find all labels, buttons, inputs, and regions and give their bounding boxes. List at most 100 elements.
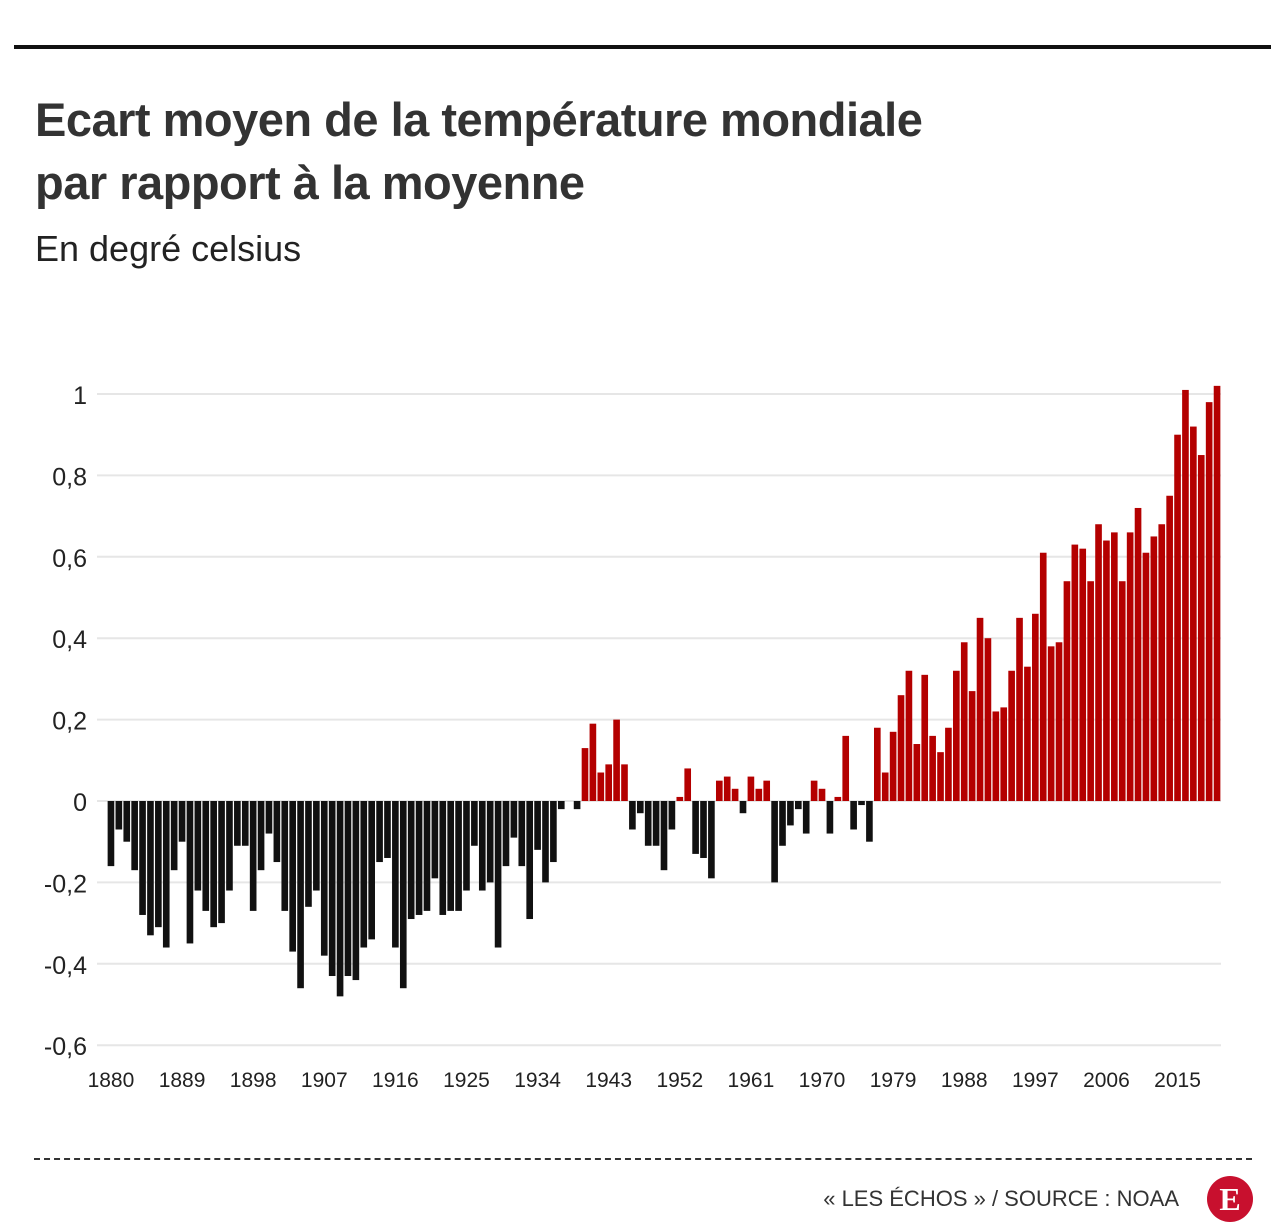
bar (376, 801, 383, 863)
bar (155, 801, 162, 928)
bar (273, 801, 281, 863)
les-echos-logo-icon: E (1207, 1176, 1253, 1222)
bar (1182, 389, 1189, 801)
bar (139, 801, 146, 915)
bar (613, 719, 620, 801)
bar (779, 801, 786, 846)
bar (170, 801, 178, 871)
x-tick-label: 1979 (870, 1069, 917, 1092)
bar (1103, 540, 1110, 801)
chart-title-line1: Ecart moyen de la température mondiale (35, 93, 923, 146)
bar (234, 801, 241, 846)
bar (313, 801, 320, 891)
bar (147, 801, 154, 936)
bar (684, 768, 692, 801)
bar (787, 801, 794, 826)
chart-title: Ecart moyen de la température mondiale pa… (35, 88, 1215, 214)
x-tick-label: 1925 (443, 1069, 490, 1092)
bar (700, 801, 707, 858)
bar (818, 788, 826, 801)
chart-title-line2: par rapport à la moyenne (35, 156, 585, 209)
bar (676, 796, 684, 801)
bar (289, 801, 296, 952)
bar (629, 801, 636, 830)
bar (905, 670, 913, 801)
y-tick-label: 0,2 (52, 708, 87, 736)
bar (968, 691, 976, 801)
bar (526, 801, 534, 920)
bar (794, 801, 802, 810)
bar (621, 764, 628, 801)
bar (866, 801, 873, 842)
bar (1166, 495, 1173, 801)
bar (708, 801, 715, 879)
bar (644, 801, 652, 846)
bar (1142, 552, 1150, 801)
bar (692, 801, 699, 854)
bar (1071, 544, 1079, 801)
bar (463, 801, 470, 891)
bar (486, 801, 494, 883)
bar (360, 801, 368, 948)
bar (802, 801, 810, 834)
bar (392, 801, 399, 948)
bar (731, 788, 739, 801)
bar (502, 801, 510, 867)
chart-subtitle: En degré celsius (35, 228, 302, 269)
bar (589, 723, 597, 801)
bar (281, 801, 289, 911)
bar (1008, 670, 1015, 801)
bar (1158, 524, 1166, 801)
bar (344, 801, 352, 977)
bar (218, 801, 225, 924)
bar (447, 801, 454, 911)
bar (131, 801, 138, 871)
bar (1032, 613, 1039, 801)
bar (1126, 532, 1134, 801)
bar (455, 801, 462, 911)
y-tick-label: -0,6 (44, 1033, 87, 1061)
x-tick-label: 1988 (941, 1069, 988, 1092)
bar (881, 772, 889, 801)
bar (1039, 552, 1047, 801)
x-tick-label: 1943 (585, 1069, 632, 1092)
bar (439, 801, 447, 915)
bar (605, 764, 613, 801)
x-tick-label: 1907 (301, 1069, 348, 1092)
bar (921, 674, 929, 801)
bar (1213, 385, 1221, 801)
y-tick-label: -0,4 (44, 952, 87, 980)
bar (202, 801, 210, 911)
bar (953, 670, 960, 801)
bar (1079, 548, 1087, 801)
x-tick-label: 1880 (88, 1069, 135, 1092)
bar (984, 638, 992, 801)
y-tick-label: -0,2 (44, 870, 87, 898)
bar (328, 801, 336, 977)
bar (336, 801, 344, 997)
bar (1047, 646, 1055, 801)
bar (858, 801, 865, 806)
x-tick-label: 2006 (1083, 1069, 1130, 1092)
bar (297, 801, 304, 989)
bar (423, 801, 431, 911)
bar (115, 801, 123, 830)
bar (226, 801, 233, 891)
bar (1095, 524, 1102, 801)
bar (723, 776, 731, 801)
bar (107, 801, 115, 867)
bar (368, 801, 375, 940)
x-tick-label: 1961 (728, 1069, 775, 1092)
bar (241, 801, 249, 846)
x-tick-label: 1970 (799, 1069, 846, 1092)
bar (1205, 402, 1213, 801)
bar (937, 752, 944, 801)
bar (842, 735, 850, 801)
footer-divider (34, 1158, 1252, 1160)
bar (826, 801, 834, 834)
x-tick-label: 2015 (1154, 1069, 1201, 1092)
bar (1000, 707, 1008, 801)
bar (399, 801, 407, 989)
bar (1150, 536, 1158, 801)
bar (652, 801, 660, 846)
